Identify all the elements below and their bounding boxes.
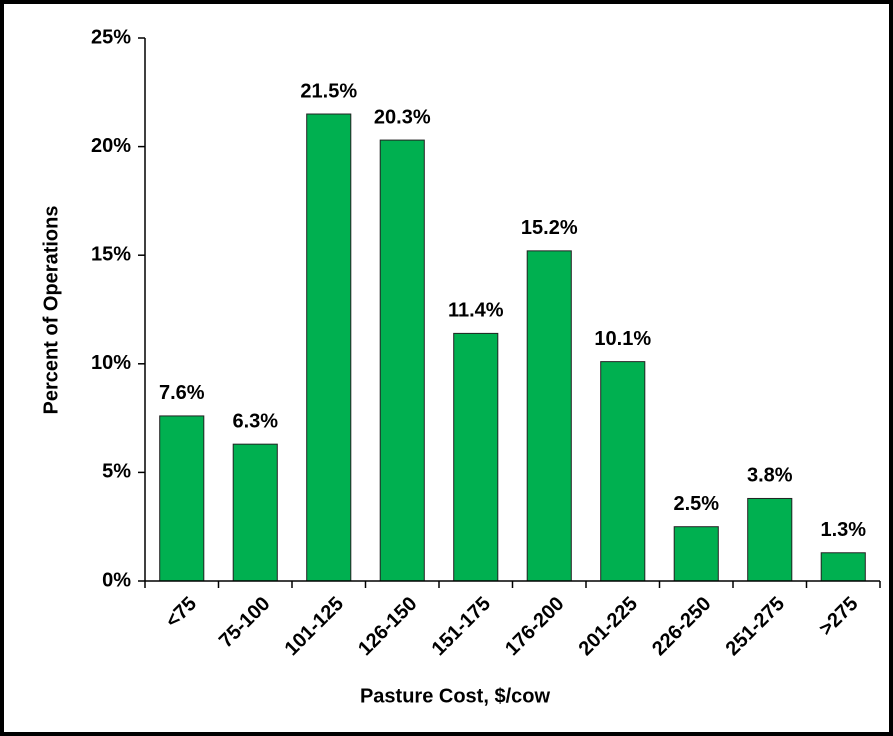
x-axis-title: Pasture Cost, $/cow bbox=[360, 685, 551, 707]
data-label: 20.3% bbox=[374, 106, 431, 128]
data-label: 3.8% bbox=[747, 465, 793, 487]
data-label: 10.1% bbox=[594, 328, 651, 350]
data-label: 21.5% bbox=[300, 80, 357, 102]
bar bbox=[159, 415, 205, 582]
y-tick-label: 25% bbox=[91, 26, 131, 48]
bar bbox=[379, 139, 425, 582]
data-label: 1.3% bbox=[820, 519, 866, 541]
y-tick-label: 20% bbox=[91, 135, 131, 157]
data-label: 7.6% bbox=[159, 382, 205, 404]
bar bbox=[673, 526, 719, 582]
data-label: 2.5% bbox=[673, 493, 719, 515]
y-tick-label: 15% bbox=[91, 243, 131, 265]
data-label: 11.4% bbox=[448, 300, 504, 322]
bar bbox=[820, 552, 866, 582]
y-axis-title: Percent of Operations bbox=[40, 206, 62, 415]
bar bbox=[453, 332, 499, 582]
data-label: 15.2% bbox=[521, 217, 578, 239]
y-tick-label: 5% bbox=[102, 461, 131, 483]
y-tick-label: 10% bbox=[91, 352, 131, 374]
bar bbox=[747, 497, 793, 582]
bar bbox=[600, 361, 646, 582]
bar bbox=[526, 250, 572, 582]
y-tick-label: 0% bbox=[102, 569, 131, 591]
data-label: 6.3% bbox=[232, 410, 278, 432]
bar bbox=[232, 443, 278, 582]
bar bbox=[306, 113, 352, 582]
